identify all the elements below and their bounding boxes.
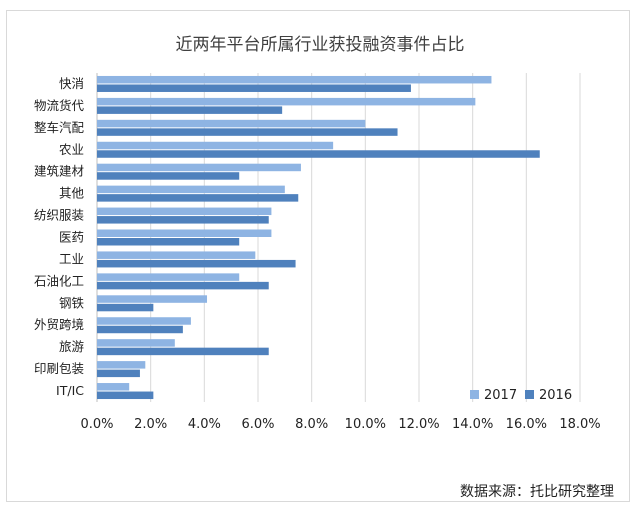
y-tick-label: 旅游 <box>59 339 85 354</box>
y-tick-label: 工业 <box>59 251 84 266</box>
bar-2017 <box>97 317 191 325</box>
y-tick-label: 印刷包装 <box>34 361 84 376</box>
bar-2016 <box>97 128 398 136</box>
x-tick-label: 8.0% <box>295 417 328 432</box>
y-tick-label: IT/IC <box>56 383 84 398</box>
y-tick-label: 物流货代 <box>34 98 85 113</box>
y-tick-label: 建筑建材 <box>34 164 84 179</box>
bar-2016 <box>97 281 269 290</box>
bar-2016 <box>97 216 269 224</box>
bar-2016 <box>97 150 540 158</box>
y-tick-label: 石油化工 <box>34 273 84 288</box>
bar-2017 <box>97 141 334 150</box>
legend-label-2016: 2016 <box>539 388 572 403</box>
bar-2016 <box>97 347 269 356</box>
y-tick-label: 其他 <box>59 186 85 201</box>
x-tick-label: 10.0% <box>345 417 386 432</box>
source-note: 数据来源：托比研究整理 <box>460 484 614 500</box>
legend-label-2017: 2017 <box>484 388 517 403</box>
bar-2016 <box>97 259 296 268</box>
bar-2017 <box>97 273 240 281</box>
bar-2017 <box>97 185 285 194</box>
bar-2016 <box>97 325 183 334</box>
bar-2017 <box>97 75 492 84</box>
y-tick-label: 整车汽配 <box>34 120 85 135</box>
bar-2016 <box>97 84 411 92</box>
bar-2017 <box>97 207 272 216</box>
bar-2016 <box>97 391 154 400</box>
x-tick-label: 18.0% <box>559 417 600 432</box>
y-tick-label: 医药 <box>59 230 84 245</box>
bar-2016 <box>97 303 154 312</box>
bar-2017 <box>97 163 301 172</box>
bar-2017 <box>97 97 476 106</box>
y-tick-label: 外贸跨境 <box>34 317 84 332</box>
bar-2017 <box>97 251 256 259</box>
x-tick-label: 2.0% <box>134 417 167 432</box>
bar-2017 <box>97 295 208 303</box>
y-tick-label: 钢铁 <box>59 295 85 310</box>
bar-2016 <box>97 369 140 378</box>
bar-2017 <box>97 119 366 128</box>
bar-2017 <box>97 229 272 237</box>
x-tick-label: 12.0% <box>398 417 439 432</box>
y-tick-label: 纺织服装 <box>34 208 84 223</box>
bar-2017 <box>97 383 130 391</box>
x-tick-label: 6.0% <box>241 417 274 432</box>
legend-swatch-2017 <box>470 390 479 399</box>
y-tick-label: 农业 <box>59 142 84 157</box>
bar-2016 <box>97 106 283 114</box>
x-tick-label: 14.0% <box>452 417 493 432</box>
bar-2016 <box>97 238 240 246</box>
x-tick-label: 0.0% <box>80 417 113 432</box>
legend-swatch-2016 <box>525 390 534 399</box>
y-tick-label: 快消 <box>59 76 84 91</box>
chart-title: 近两年平台所属行业获投融资事件占比 <box>175 35 465 55</box>
bar-2017 <box>97 361 146 369</box>
x-tick-label: 16.0% <box>506 417 547 432</box>
bar-2017 <box>97 339 175 347</box>
x-tick-label: 4.0% <box>188 417 221 432</box>
bar-2016 <box>97 194 299 202</box>
bar-2016 <box>97 172 240 180</box>
